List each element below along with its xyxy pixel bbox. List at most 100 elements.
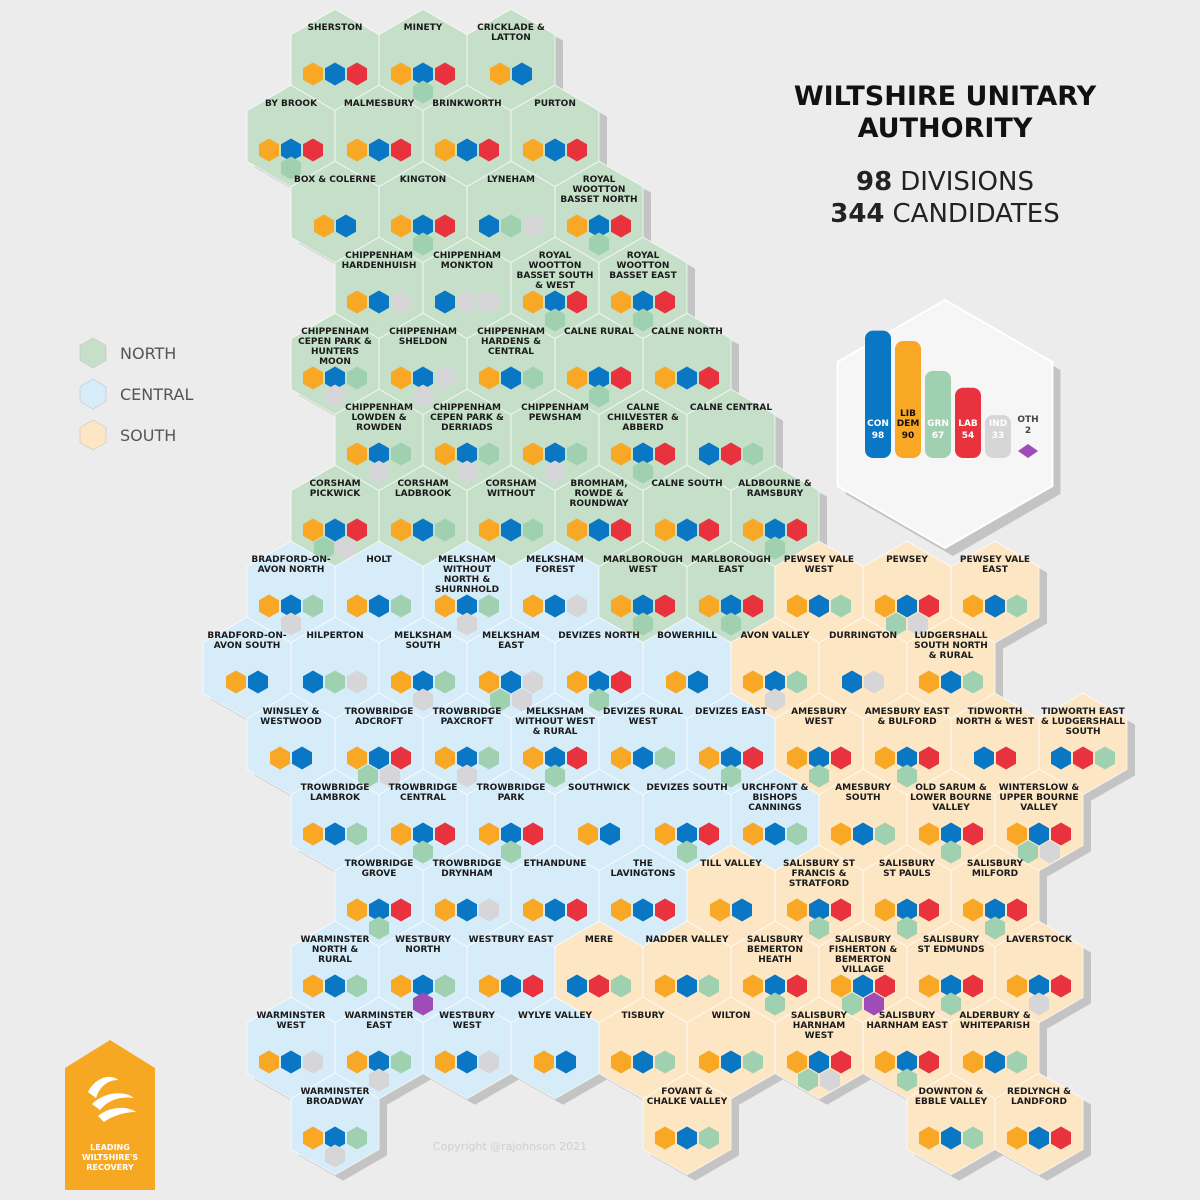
division: DURRINGTON xyxy=(818,616,908,720)
candidate xyxy=(688,670,708,694)
division: DOWNTON & EBBLE VALLEY xyxy=(906,1072,996,1176)
candidate xyxy=(919,670,939,694)
division: SALISBURY BEMERTON HEATH xyxy=(730,920,820,1024)
division-name: ALDBOURNE & RAMSBURY xyxy=(738,479,812,499)
candidate xyxy=(721,764,741,788)
division-name: DEVIZES NORTH xyxy=(558,631,640,641)
candidate xyxy=(589,688,609,712)
candidate xyxy=(875,822,895,846)
division: MARLBOROUGH WEST xyxy=(598,540,688,644)
division-name: WESTBURY WEST xyxy=(439,1011,495,1031)
candidate xyxy=(919,898,939,922)
division-name: SALISBURY FISHERTON & BEMERTON VILLAGE xyxy=(829,935,898,975)
division-name: TROWBRIDGE CENTRAL xyxy=(389,783,458,803)
candidate xyxy=(303,1126,323,1150)
candidate xyxy=(413,80,433,104)
division-name: TISBURY xyxy=(621,1011,665,1021)
division-name: TROWBRIDGE DRYNHAM xyxy=(433,859,502,879)
candidate xyxy=(281,1050,301,1074)
candidate xyxy=(501,214,521,238)
title: WILTSHIRE UNITARY AUTHORITY xyxy=(794,81,1097,144)
division: CORSHAM PICKWICK xyxy=(290,464,380,568)
division-name: SALISBURY ST FRANCIS & STRATFORD xyxy=(783,859,856,889)
stat-value: 98 xyxy=(856,167,892,197)
candidate xyxy=(259,594,279,618)
candidate xyxy=(787,1050,807,1074)
division-name: HILPERTON xyxy=(306,631,363,641)
candidate xyxy=(633,442,653,466)
candidate xyxy=(523,670,543,694)
party-count: 33 xyxy=(992,431,1005,441)
candidate xyxy=(325,1126,345,1150)
candidate xyxy=(347,1126,367,1150)
candidate xyxy=(897,898,917,922)
candidate xyxy=(963,974,983,998)
candidate xyxy=(919,594,939,618)
party-count: 98 xyxy=(872,431,885,441)
division-name: CORSHAM WITHOUT xyxy=(485,479,536,499)
candidate xyxy=(523,746,543,770)
candidate xyxy=(831,594,851,618)
candidate xyxy=(435,822,455,846)
candidate xyxy=(303,138,323,162)
division: CALNE CHILVESTER & ABBERD xyxy=(598,388,688,492)
candidate xyxy=(479,974,499,998)
candidate xyxy=(611,974,631,998)
division: HILPERTON xyxy=(290,616,380,720)
division-name: BRINKWORTH xyxy=(432,99,501,109)
candidate xyxy=(479,442,499,466)
party-count: 54 xyxy=(962,431,975,441)
candidate xyxy=(985,898,1005,922)
candidate xyxy=(633,898,653,922)
division-name: ETHANDUNE xyxy=(524,859,587,869)
candidate xyxy=(1040,840,1060,864)
candidate xyxy=(523,594,543,618)
candidate xyxy=(897,916,917,940)
hexes: SHERSTON MINETY CRICKLADE & LATTON BY BROOK M… xyxy=(202,8,1128,1176)
division-name: CHIPPENHAM SHELDON xyxy=(389,327,457,347)
division-name: DEVIZES SOUTH xyxy=(646,783,727,793)
division: MELKSHAM SOUTH xyxy=(378,616,468,720)
division-name: MARLBOROUGH EAST xyxy=(691,555,771,575)
candidate xyxy=(435,746,455,770)
candidate xyxy=(347,898,367,922)
stat: 98 DIVISIONS xyxy=(856,167,1034,197)
candidate xyxy=(809,916,829,940)
division-name: PEWSEY VALE EAST xyxy=(960,555,1030,575)
division-name: SALISBURY HARNHAM WEST xyxy=(791,1011,848,1041)
division-name: SOUTHWICK xyxy=(568,783,631,793)
logo-text: LEADING WILTSHIRE'S RECOVERY xyxy=(82,1143,139,1172)
candidate xyxy=(435,898,455,922)
division-name: MELKSHAM WITHOUT WEST & RURAL xyxy=(515,707,596,737)
party-bar xyxy=(895,341,921,458)
candidate xyxy=(479,214,499,238)
division-name: MALMESBURY xyxy=(344,99,415,109)
candidate xyxy=(831,1050,851,1074)
division: TILL VALLEY xyxy=(686,844,776,948)
candidate xyxy=(589,974,609,998)
division: MELKSHAM FOREST xyxy=(510,540,600,644)
candidate xyxy=(523,442,543,466)
candidate xyxy=(391,366,411,390)
candidate xyxy=(611,670,631,694)
division-name: TROWBRIDGE PARK xyxy=(477,783,546,803)
candidate xyxy=(677,974,697,998)
candidate xyxy=(1018,840,1038,864)
candidate xyxy=(941,1126,961,1150)
division: PEWSEY xyxy=(862,540,952,644)
candidate xyxy=(600,822,620,846)
logo-wing xyxy=(98,1107,136,1122)
division-name: DOWNTON & EBBLE VALLEY xyxy=(915,1087,988,1107)
candidate xyxy=(512,62,532,86)
candidate xyxy=(369,898,389,922)
candidate xyxy=(325,670,345,694)
division-name: URCHFONT & BISHOPS CANNINGS xyxy=(742,783,809,813)
candidate xyxy=(457,746,477,770)
candidate xyxy=(457,612,477,636)
candidate xyxy=(369,746,389,770)
candidate xyxy=(259,1050,279,1074)
candidate xyxy=(1007,974,1027,998)
division-name: WARMINSTER BROADWAY xyxy=(301,1087,370,1107)
party-bar xyxy=(865,330,891,458)
